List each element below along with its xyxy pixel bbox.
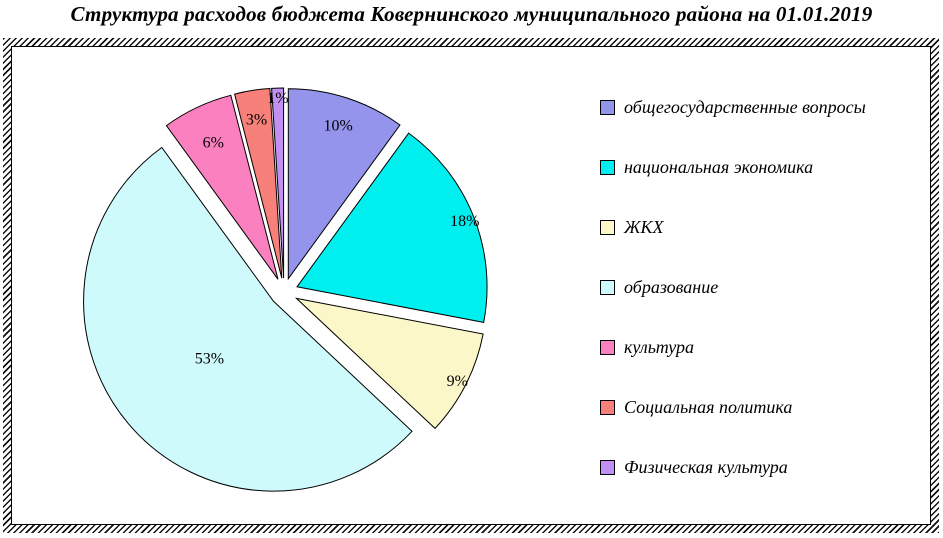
legend-swatch-icon [600, 99, 615, 115]
legend-item-housing-utilities: ЖКХ [600, 217, 866, 237]
legend-swatch-icon [600, 159, 615, 175]
legend-swatch-icon [600, 459, 615, 475]
legend-item-physical-culture: Физическая культура [600, 457, 866, 477]
chart-title: Структура расходов бюджета Ковернинского… [70, 2, 873, 26]
pie-slice-pct-label-4: 53% [195, 350, 224, 367]
legend-swatch-icon [600, 279, 615, 295]
pie-slice-pct-label-7: 1% [267, 90, 288, 107]
pie-slice-7 [271, 87, 285, 279]
legend-item-national-economy: национальная экономика [600, 157, 866, 177]
legend-item-label: Физическая культура [624, 457, 788, 477]
legend-item-general-state-questions: общегосударственные вопросы [600, 97, 866, 117]
legend-swatch-icon [600, 399, 615, 415]
pie-slice-pct-label-6: 3% [246, 111, 267, 128]
legend-item-label: национальная экономика [624, 157, 814, 177]
pie-slice-pct-label-2: 18% [450, 213, 479, 230]
legend-item-label: образование [624, 277, 719, 297]
legend: общегосударственные вопросы национальная… [600, 97, 866, 477]
legend-item-social-policy: Социальная политика [600, 397, 866, 417]
legend-item-culture: культура [600, 337, 866, 357]
pie-slice-pct-label-5: 6% [203, 134, 224, 151]
pie-slice-5 [165, 94, 279, 280]
legend-item-label: Социальная политика [624, 397, 793, 417]
pie-slice-6 [233, 87, 283, 279]
pie-slice-1 [287, 88, 401, 281]
pie-slice-4 [83, 146, 413, 492]
pie-slice-2 [296, 132, 488, 323]
pie-slice-pct-label-1: 10% [324, 118, 353, 135]
pie-slice-pct-label-3: 9% [447, 373, 468, 390]
legend-swatch-icon [600, 219, 615, 235]
legend-item-label: культура [624, 337, 695, 357]
legend-item-label: общегосударственные вопросы [624, 97, 866, 117]
legend-item-education: образование [600, 277, 866, 297]
pie-slice-3 [294, 297, 484, 430]
legend-item-label: ЖКХ [624, 217, 664, 237]
legend-swatch-icon [600, 339, 615, 355]
